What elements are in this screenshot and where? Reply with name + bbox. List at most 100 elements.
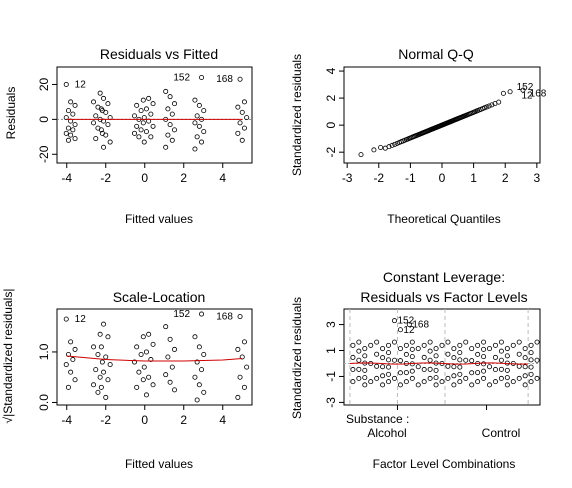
data-point [91, 120, 97, 126]
x-axis-label: Fitted values [125, 212, 193, 226]
data-point [146, 331, 152, 337]
panel-normal-qq: Normal Q-Q Theoretical Quantiles Standar… [290, 46, 547, 226]
data-point [500, 90, 506, 96]
data-point [97, 374, 103, 380]
data-point [163, 144, 169, 150]
x-tick-label: 2 [180, 413, 187, 427]
data-point [433, 353, 439, 359]
smoother-line [349, 362, 529, 365]
data-point [235, 394, 241, 400]
data-point [146, 95, 152, 101]
data-point [199, 74, 205, 80]
data-point [68, 132, 74, 138]
data-point [143, 106, 149, 112]
data-point [237, 120, 243, 126]
data-point [150, 101, 156, 107]
data-point [522, 364, 528, 370]
y-tick-label: 4 [324, 67, 338, 74]
data-point [492, 342, 498, 348]
data-point [131, 130, 137, 136]
data-point [196, 102, 202, 108]
data-point [134, 102, 140, 108]
data-point [463, 357, 469, 363]
data-point [427, 357, 433, 363]
data-point [380, 373, 386, 379]
data-point [386, 379, 392, 385]
data-point [481, 346, 487, 352]
data-point [196, 123, 202, 129]
y-tick-label: 0.0 [37, 394, 51, 411]
data-point [235, 130, 241, 136]
data-point [165, 106, 171, 112]
y-tick-label: 2 [324, 94, 338, 101]
y-axis-label: Standardized residuals [290, 297, 304, 419]
data-point [528, 350, 534, 356]
data-point [356, 366, 362, 372]
data-point [192, 374, 198, 380]
data-point [457, 350, 463, 356]
data-point [374, 363, 380, 369]
data-point [380, 346, 386, 352]
data-point [63, 362, 69, 368]
data-point [498, 366, 504, 372]
data-point [237, 76, 243, 82]
data-point [522, 373, 528, 379]
data-point [504, 353, 510, 359]
data-point [131, 359, 137, 365]
data-point [201, 389, 207, 395]
data-point [378, 144, 384, 150]
data-point [165, 354, 171, 360]
y-tick-label: 1 [324, 347, 338, 354]
data-point [469, 370, 475, 376]
data-point [70, 357, 76, 363]
data-point [350, 379, 356, 385]
data-point [241, 99, 247, 105]
data-point [131, 113, 137, 119]
data-point [409, 375, 415, 381]
data-point [504, 375, 510, 381]
x-tick-label: 0 [439, 171, 446, 185]
data-point [484, 104, 490, 110]
point-label: 152 [173, 309, 190, 320]
smoother-line [66, 355, 243, 362]
data-point [350, 354, 356, 360]
data-point [140, 334, 146, 340]
data-point [72, 102, 78, 108]
data-point [65, 108, 71, 114]
data-point [433, 375, 439, 381]
data-point [141, 139, 147, 145]
data-point [362, 367, 368, 373]
data-point [415, 346, 421, 352]
x-tick-label: -3 [342, 171, 353, 185]
data-point [107, 139, 113, 145]
data-point [194, 359, 200, 365]
data-point [522, 346, 528, 352]
data-point [380, 355, 386, 361]
data-point [138, 351, 144, 357]
y-tick-label: -1 [324, 371, 338, 382]
data-point [356, 375, 362, 381]
data-point [371, 147, 377, 153]
data-point [391, 339, 397, 345]
data-point [101, 369, 107, 375]
data-point [169, 364, 175, 370]
data-point [68, 339, 74, 345]
x-tick-label: 0 [141, 413, 148, 427]
data-point [421, 354, 427, 360]
data-point [487, 382, 493, 388]
data-point [70, 127, 76, 133]
data-point [138, 127, 144, 133]
data-point [522, 355, 528, 361]
data-point [163, 88, 169, 94]
data-point [403, 370, 409, 376]
data-point [65, 137, 71, 143]
x-tick-label: -2 [373, 171, 384, 185]
data-point [481, 375, 487, 381]
x-tick-label: -2 [100, 171, 111, 185]
data-point [150, 123, 156, 129]
data-point [433, 367, 439, 373]
data-point [409, 368, 415, 374]
data-point [239, 137, 245, 143]
data-point [516, 375, 522, 381]
